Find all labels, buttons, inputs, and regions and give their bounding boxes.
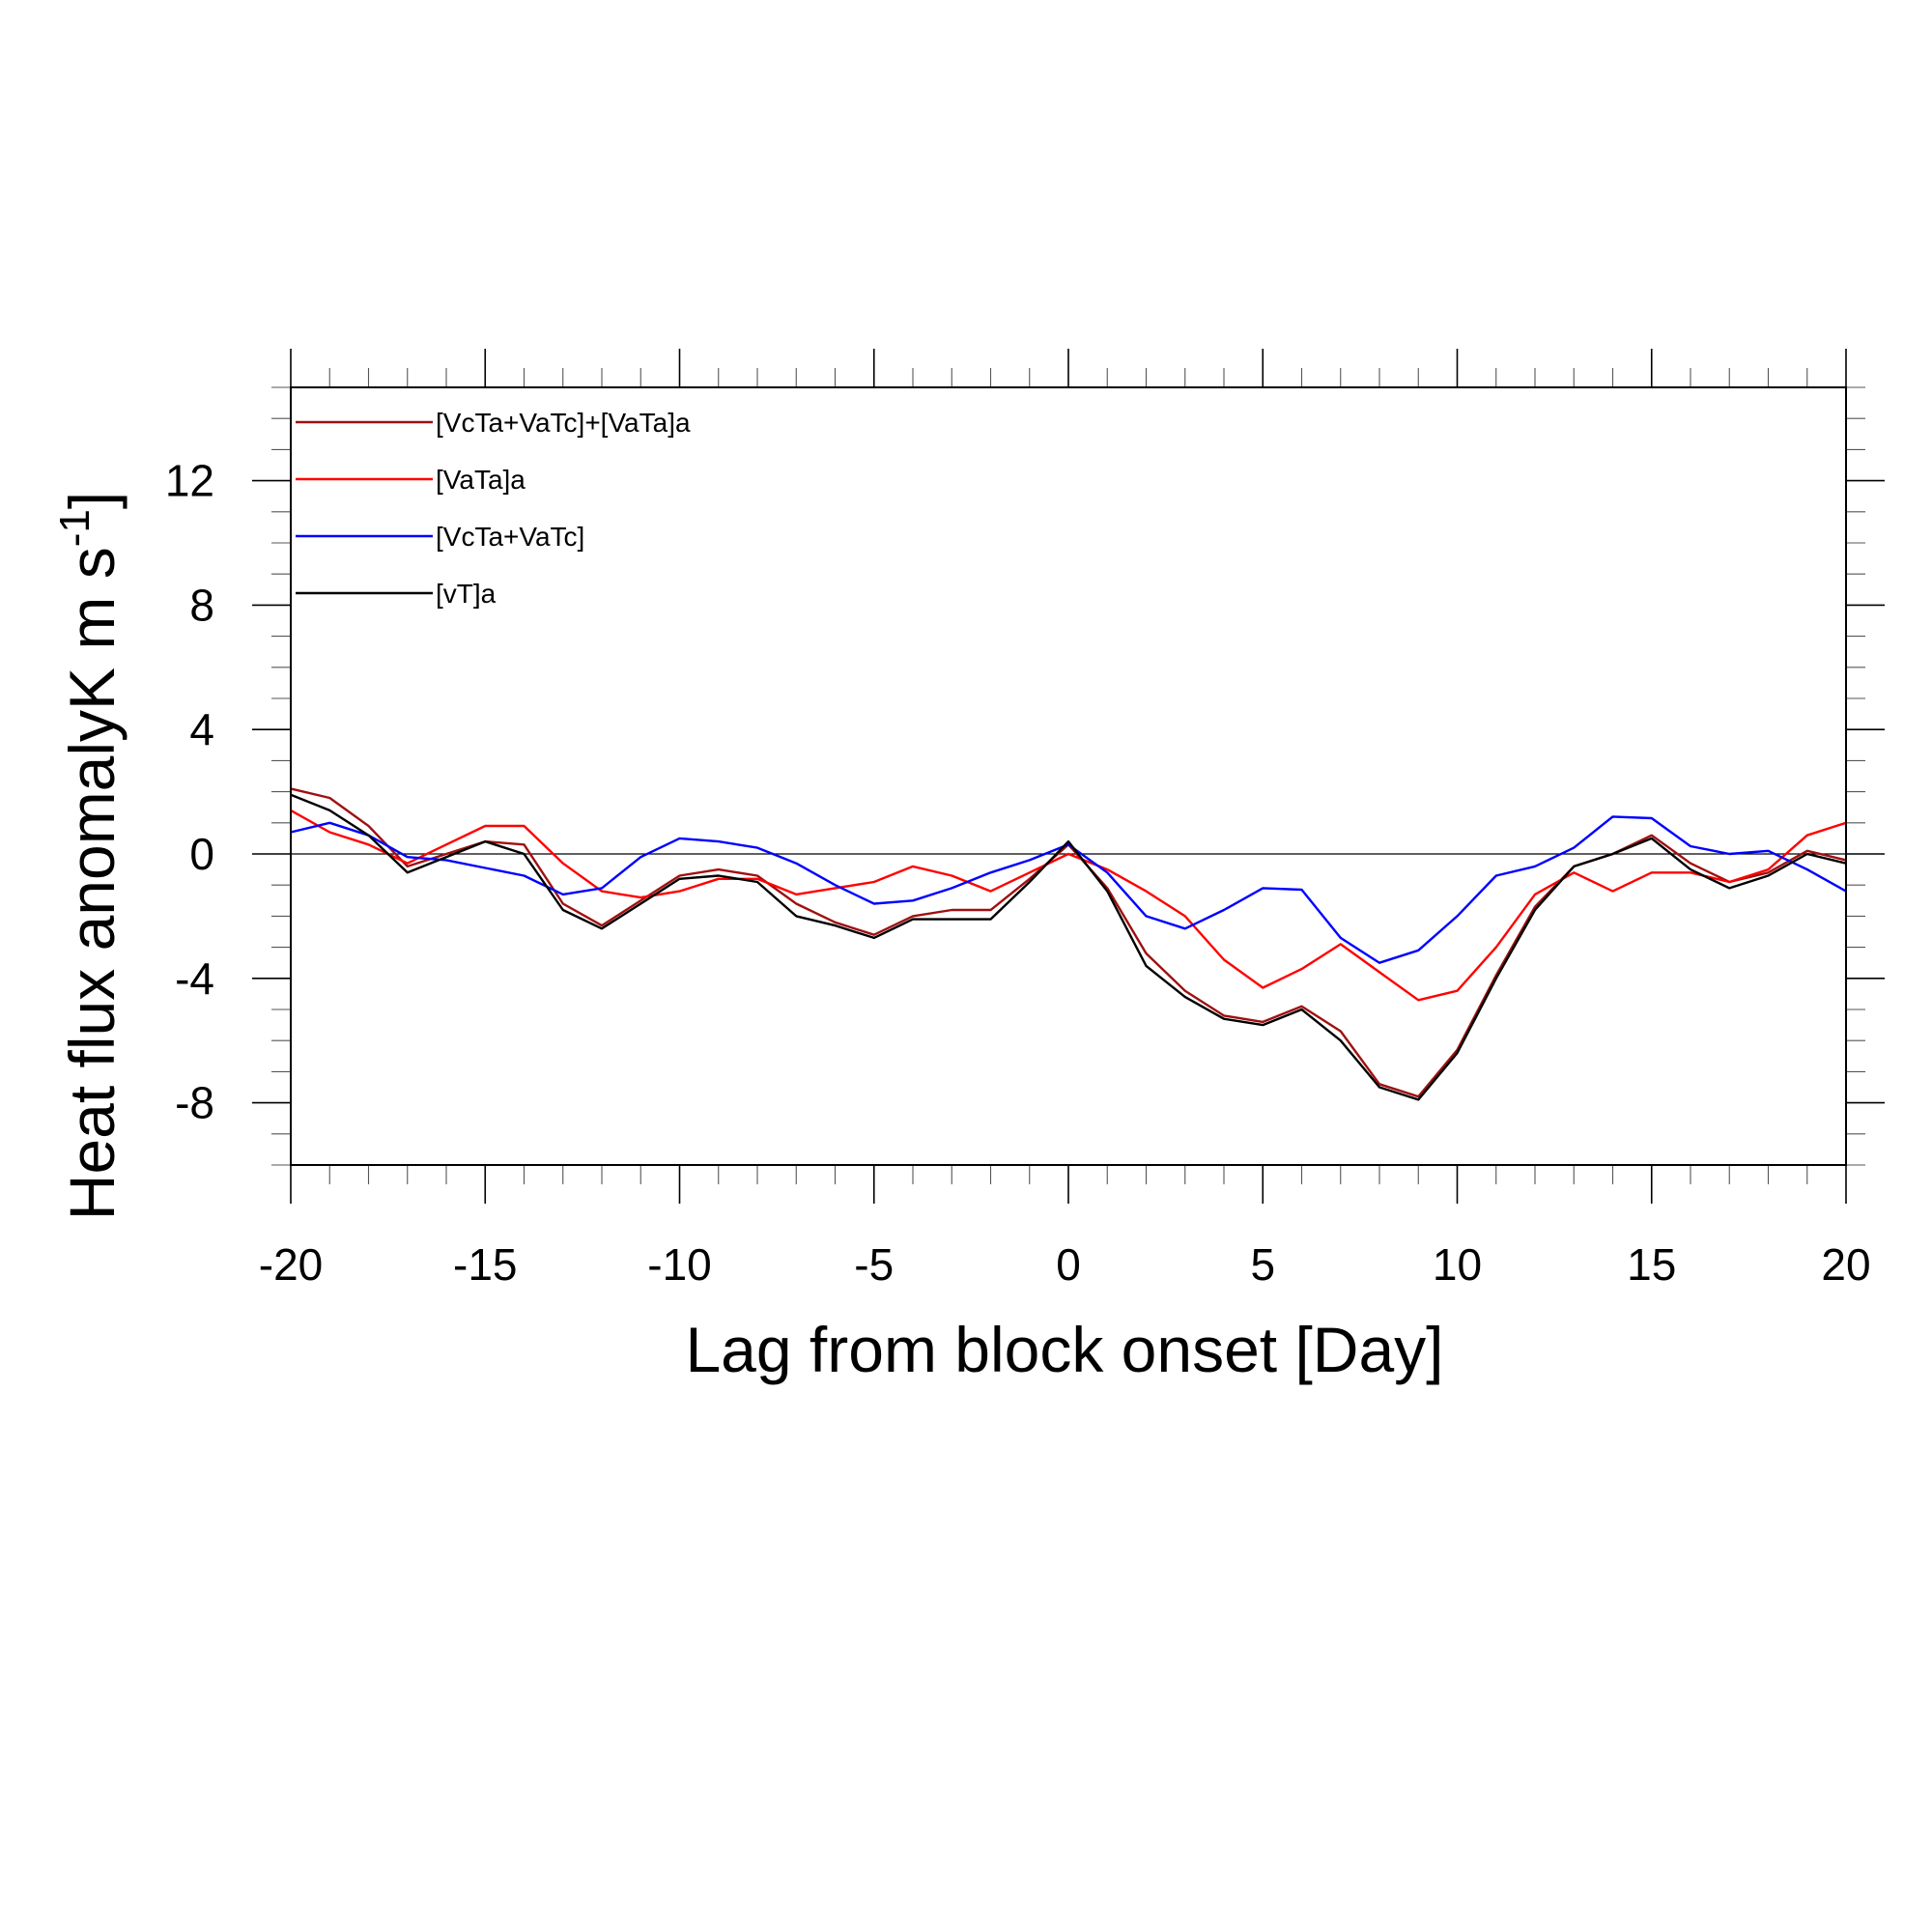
x-tick-label: 5 [1250, 1239, 1275, 1290]
series-line-4 [290, 793, 1847, 1101]
y-axis-title: Heat flux anomalyK m s-1] [51, 492, 128, 1220]
y-tick-label: -4 [175, 953, 214, 1004]
legend: [VcTa+VaTc]+[VaTa]a [VaTa]a [VcTa+VaTc] [vT… [296, 408, 691, 609]
plot-frame [290, 386, 1847, 1166]
x-tick-labels: -20 -15 -10 -5 0 5 10 15 20 [259, 1239, 1871, 1290]
y-tick-label: -8 [175, 1078, 214, 1128]
x-tick-label: -15 [453, 1239, 517, 1290]
series-line-3 [290, 815, 1847, 964]
y-axis-title-superscript: -1 [51, 509, 99, 547]
legend-label: [VcTa+VaTc] [436, 522, 584, 552]
x-tick-label: 10 [1433, 1239, 1482, 1290]
y-tick-labels: -8 -4 0 4 8 12 [165, 456, 214, 1128]
x-axis-title: Lag from block onset [Day] [685, 1314, 1443, 1385]
x-tick-label: 0 [1056, 1239, 1081, 1290]
x-tick-label: -10 [647, 1239, 711, 1290]
y-tick-label: 12 [165, 456, 214, 506]
major-ticks [252, 349, 1885, 1204]
legend-label: [vT]a [436, 579, 497, 609]
y-axis-title-bracket: ] [56, 492, 128, 509]
minor-ticks [271, 368, 1865, 1184]
series-line-2 [290, 809, 1847, 1002]
series-layer [290, 787, 1847, 1101]
x-tick-label: -5 [854, 1239, 894, 1290]
y-axis-title-main: Heat flux anomalyK m s [56, 547, 128, 1220]
x-tick-label: 20 [1821, 1239, 1870, 1290]
y-tick-label: 4 [189, 704, 214, 754]
series-line-1 [290, 787, 1847, 1098]
y-tick-label: 8 [189, 580, 214, 630]
y-tick-label: 0 [189, 829, 214, 879]
x-tick-label: 15 [1627, 1239, 1676, 1290]
legend-label: [VcTa+VaTc]+[VaTa]a [436, 408, 691, 438]
x-tick-label: -20 [259, 1239, 323, 1290]
legend-label: [VaTa]a [436, 465, 526, 495]
